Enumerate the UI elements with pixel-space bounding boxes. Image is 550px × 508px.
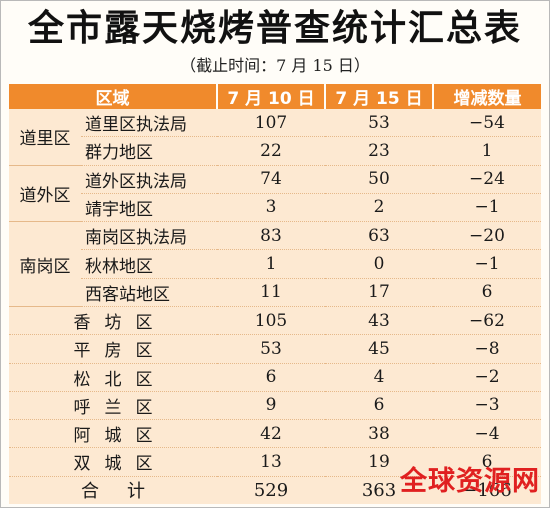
page-title: 全市露天烧烤普查统计汇总表 (27, 8, 522, 49)
jul15-cell: 6 (325, 391, 433, 421)
district-cell: 松北区 (9, 363, 217, 392)
table-row: 道外区 道外区执法局 74 50 −24 (9, 165, 541, 223)
subregion-cell: 群力地区 (81, 136, 217, 166)
change-cell: 1 (433, 136, 541, 166)
jul15-cell: 45 (325, 334, 433, 364)
header-jul10: 7 月 10 日 (217, 84, 326, 109)
jul10-cell: 107 (217, 109, 325, 138)
jul10-cell: 74 (217, 165, 325, 194)
change-cell: −20 (433, 221, 541, 251)
district-cell: 道里区 (9, 109, 81, 166)
change-cell: −62 (433, 306, 541, 336)
jul10-cell: 11 (217, 278, 325, 307)
header-change: 增减数量 (433, 84, 541, 109)
table-row: 呼兰区 9 6 −3 (9, 391, 541, 421)
table-row: 南岗区 南岗区执法局 83 63 −20 (9, 221, 541, 307)
district-cell: 呼兰区 (9, 391, 217, 421)
jul10-cell: 6 (217, 363, 325, 392)
jul10-cell: 42 (217, 419, 325, 449)
district-cell: 道外区 (9, 165, 81, 223)
jul10-cell: 1 (217, 249, 325, 279)
district-cell: 平房区 (9, 334, 217, 364)
subregion-cell: 南岗区执法局 (81, 221, 217, 251)
change-cell: −4 (433, 419, 541, 449)
table-row: 秋林地区 1 0 −1 (9, 249, 541, 279)
jul10-cell: 105 (217, 306, 325, 336)
jul15-cell: 38 (325, 419, 433, 449)
jul15-cell: 43 (325, 306, 433, 336)
jul15-cell: 63 (325, 221, 433, 251)
change-cell: −2 (433, 363, 541, 392)
total-label: 合计 (9, 476, 217, 504)
total-row: 合计 529 363 −166 (9, 476, 541, 504)
jul15-cell: 2 (325, 193, 433, 223)
change-cell: −1 (433, 249, 541, 279)
jul10-cell: 3 (217, 193, 325, 223)
subregion-cell: 秋林地区 (81, 249, 217, 279)
table-row: 道里区 道里区执法局 107 53 −54 (9, 109, 541, 166)
change-cell: −1 (433, 193, 541, 223)
jul15-cell: 17 (325, 278, 433, 307)
total-jul15: 363 (325, 476, 433, 504)
change-cell: −8 (433, 334, 541, 364)
district-cell: 阿城区 (9, 419, 217, 449)
jul10-cell: 53 (217, 334, 325, 364)
subregion-cell: 靖宇地区 (81, 193, 217, 223)
table-row: 群力地区 22 23 1 (9, 136, 541, 166)
subregion-cell: 道外区执法局 (81, 165, 217, 194)
table-row: 靖宇地区 3 2 −1 (9, 193, 541, 223)
district-cell: 双城区 (9, 447, 217, 477)
table-row: 平房区 53 45 −8 (9, 334, 541, 364)
change-cell: −54 (433, 109, 541, 138)
summary-table: 区域 7 月 10 日 7 月 15 日 增减数量 道里区 道里区执法局 107… (9, 84, 541, 504)
table-row: 西客站地区 11 17 6 (9, 278, 541, 307)
jul10-cell: 83 (217, 221, 325, 251)
table-row: 双城区 13 19 6 (9, 447, 541, 477)
page-subtitle: （截止时间：7 月 15 日） (180, 56, 370, 75)
jul10-cell: 9 (217, 391, 325, 421)
header-jul15: 7 月 15 日 (325, 84, 434, 109)
jul10-cell: 22 (217, 136, 325, 166)
jul15-cell: 19 (325, 447, 433, 477)
change-cell: −3 (433, 391, 541, 421)
district-cell: 南岗区 (9, 221, 81, 307)
header-region: 区域 (9, 84, 218, 109)
jul15-cell: 0 (325, 249, 433, 279)
change-cell: 6 (433, 447, 541, 477)
jul15-cell: 53 (325, 109, 433, 138)
total-jul10: 529 (217, 476, 325, 504)
watermark-logo: 全球资源网 (400, 466, 540, 497)
table-row: 香坊区 105 43 −62 (9, 306, 541, 336)
subregion-cell: 西客站地区 (81, 278, 217, 307)
table-row: 松北区 6 4 −2 (9, 363, 541, 392)
jul15-cell: 4 (325, 363, 433, 392)
header-row: 区域 7 月 10 日 7 月 15 日 增减数量 (9, 84, 541, 109)
jul15-cell: 50 (325, 165, 433, 194)
district-cell: 香坊区 (9, 306, 217, 336)
table-row: 阿城区 42 38 −4 (9, 419, 541, 449)
total-change: −166 (433, 476, 541, 504)
change-cell: 6 (433, 278, 541, 307)
subregion-cell: 道里区执法局 (81, 109, 217, 138)
jul10-cell: 13 (217, 447, 325, 477)
jul15-cell: 23 (325, 136, 433, 166)
change-cell: −24 (433, 165, 541, 194)
